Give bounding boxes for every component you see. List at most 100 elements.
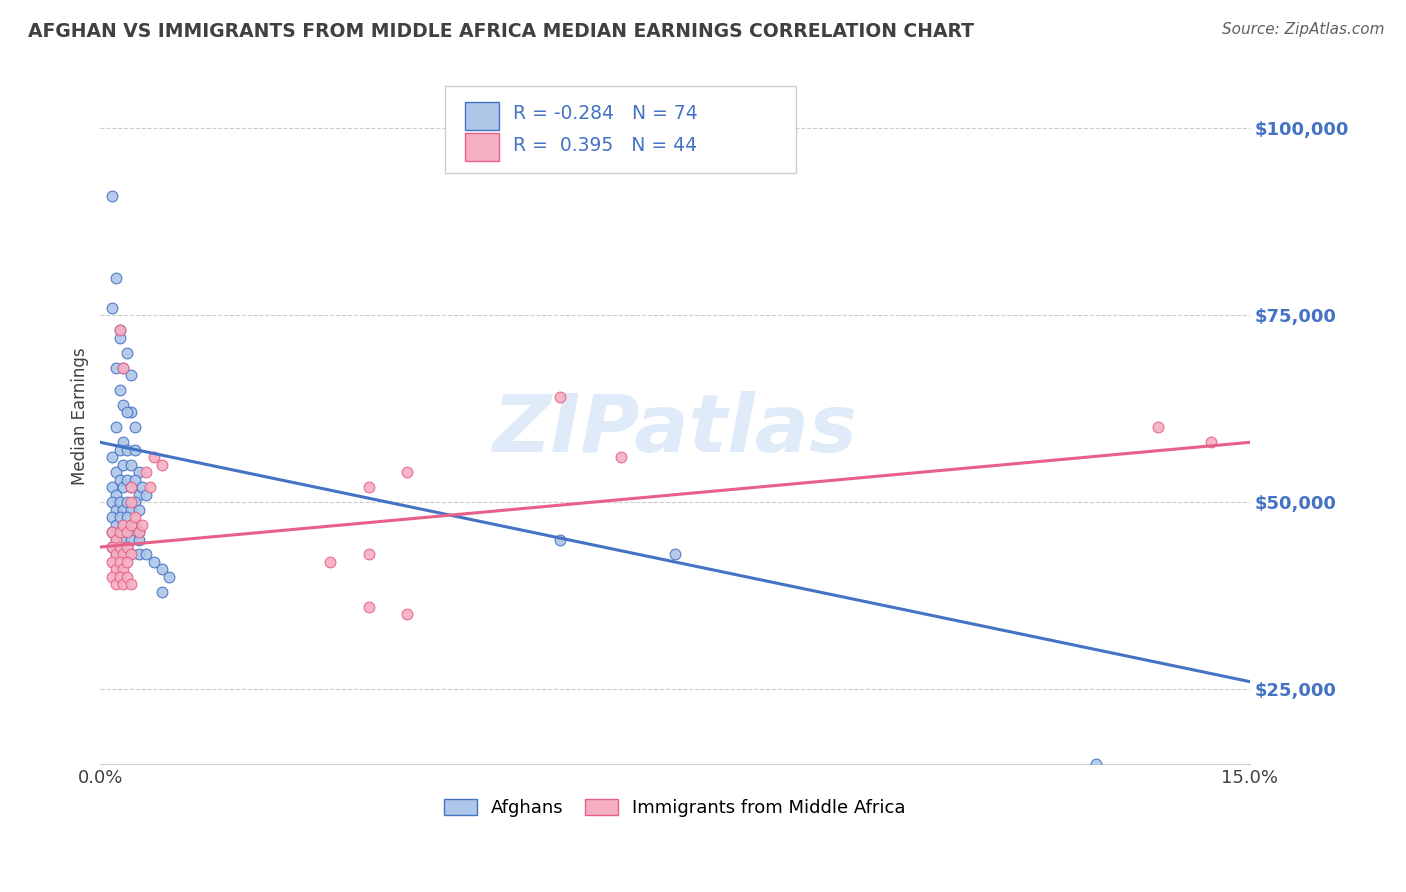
Point [120, 368, 142, 382]
Point [124, 517, 146, 532]
Point [104, 420, 127, 434]
FancyBboxPatch shape [446, 86, 796, 173]
Point [101, 570, 124, 584]
Point [104, 533, 127, 547]
Point [115, 473, 138, 487]
Point [101, 555, 124, 569]
Point [131, 480, 153, 494]
Point [120, 517, 142, 532]
Point [357, 548, 380, 562]
Point [104, 533, 127, 547]
Point [108, 323, 131, 337]
Point [135, 488, 157, 502]
Point [115, 540, 138, 554]
Point [135, 465, 157, 479]
Point [112, 502, 135, 516]
Point [112, 517, 135, 532]
Point [610, 450, 633, 465]
Point [128, 524, 150, 539]
Point [120, 548, 142, 562]
Point [128, 502, 150, 516]
Point [139, 480, 162, 494]
Point [104, 517, 127, 532]
Point [108, 570, 131, 584]
Point [115, 524, 138, 539]
Text: R = -0.284   N = 74: R = -0.284 N = 74 [513, 104, 697, 123]
Point [357, 599, 380, 614]
Point [128, 488, 150, 502]
Point [1201, 435, 1223, 450]
Point [104, 271, 127, 285]
Point [124, 420, 146, 434]
Point [101, 524, 124, 539]
Point [120, 480, 142, 494]
Point [104, 502, 127, 516]
Point [128, 548, 150, 562]
Point [395, 607, 418, 622]
Point [108, 540, 131, 554]
Point [112, 360, 135, 375]
Point [488, 794, 510, 808]
Point [112, 577, 135, 591]
Point [112, 435, 135, 450]
Point [104, 577, 127, 591]
Point [112, 517, 135, 532]
Point [115, 405, 138, 419]
Point [101, 540, 124, 554]
Point [131, 517, 153, 532]
Point [120, 502, 142, 516]
Y-axis label: Median Earnings: Median Earnings [72, 347, 89, 485]
Point [150, 458, 173, 472]
Point [108, 473, 131, 487]
Point [112, 533, 135, 547]
Legend: Afghans, Immigrants from Middle Africa: Afghans, Immigrants from Middle Africa [437, 791, 912, 824]
Point [108, 323, 131, 337]
Point [319, 555, 342, 569]
Point [120, 517, 142, 532]
Point [108, 524, 131, 539]
Point [108, 555, 131, 569]
Point [101, 450, 124, 465]
Text: R =  0.395   N = 44: R = 0.395 N = 44 [513, 136, 697, 154]
Point [115, 524, 138, 539]
Point [115, 540, 138, 554]
Point [101, 540, 124, 554]
Point [101, 524, 124, 539]
Point [128, 524, 150, 539]
Point [115, 555, 138, 569]
Point [120, 405, 142, 419]
Text: ZIPatlas: ZIPatlas [492, 391, 858, 469]
Point [112, 548, 135, 562]
Point [104, 488, 127, 502]
Point [120, 577, 142, 591]
Point [124, 442, 146, 457]
Point [150, 562, 173, 576]
Point [548, 533, 571, 547]
Point [128, 465, 150, 479]
Point [128, 533, 150, 547]
Point [108, 442, 131, 457]
Point [101, 188, 124, 202]
Point [101, 495, 124, 509]
Point [664, 548, 686, 562]
Point [1085, 756, 1108, 771]
Point [112, 458, 135, 472]
Point [108, 524, 131, 539]
Point [108, 540, 131, 554]
Point [120, 458, 142, 472]
Point [101, 510, 124, 524]
Point [101, 301, 124, 315]
Point [124, 510, 146, 524]
Point [112, 562, 135, 576]
Point [115, 570, 138, 584]
Point [124, 495, 146, 509]
Point [115, 442, 138, 457]
Point [124, 473, 146, 487]
Point [143, 450, 166, 465]
Point [115, 510, 138, 524]
Point [548, 391, 571, 405]
Point [112, 398, 135, 412]
Point [101, 480, 124, 494]
Point [120, 548, 142, 562]
Point [112, 548, 135, 562]
